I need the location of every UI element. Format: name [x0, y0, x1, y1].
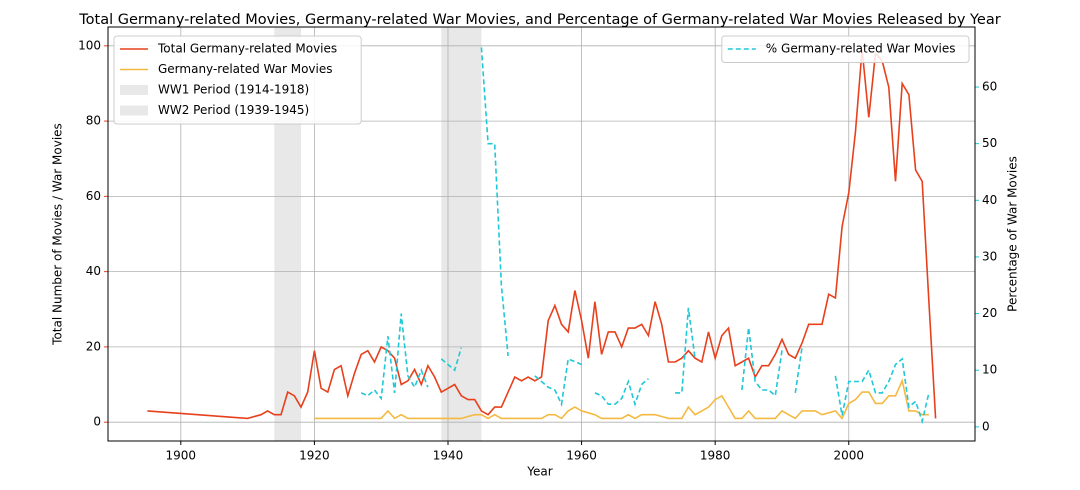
x-tick-label: 2000	[833, 449, 864, 463]
x-tick-label: 1900	[166, 449, 197, 463]
legend-box	[113, 35, 362, 125]
y-tick-label: 80	[86, 114, 101, 128]
legend: Total Germany-related Movies Germany-rela…	[113, 35, 362, 125]
y2-tick-label: 20	[982, 306, 997, 320]
chart-title: Total Germany-related Movies, Germany-re…	[78, 12, 1000, 28]
y2-tick-label: 50	[982, 136, 997, 150]
y-tick-label: 100	[78, 38, 101, 52]
y-tick-label: 20	[86, 339, 101, 353]
y-tick-label: 40	[86, 264, 101, 278]
legend-swatch	[120, 105, 148, 116]
series-line	[147, 49, 937, 420]
legend-label: Total Germany-related Movies	[157, 42, 337, 56]
legend-swatch	[120, 85, 148, 95]
legend-box	[721, 35, 970, 63]
y2-tick-label: 30	[982, 249, 997, 263]
period-span	[441, 27, 482, 441]
x-tick-label: 1960	[566, 449, 597, 463]
y2-tick-label: 0	[982, 419, 990, 433]
y2-tick-label: 60	[982, 80, 997, 94]
series-line	[314, 378, 929, 420]
legend-label: WW1 Period (1914-1918)	[158, 83, 309, 97]
plot-frame	[107, 26, 976, 442]
y2-tick-label: 40	[982, 193, 997, 207]
y-tick-label: 0	[93, 415, 101, 429]
x-tick-label: 1940	[433, 449, 464, 463]
y-tick-label: 60	[86, 189, 101, 203]
x-tick-label: 1920	[299, 449, 330, 463]
legend: % Germany-related War Movies	[721, 35, 970, 63]
series-line	[360, 47, 930, 425]
y2-axis-label: Percentage of War Movies	[1006, 156, 1020, 312]
y-axis-label: Total Number of Movies / War Movies	[51, 123, 65, 346]
x-axis-label: Year	[526, 465, 552, 479]
legend-label: Germany-related War Movies	[158, 62, 333, 76]
y2-tick-label: 10	[982, 363, 997, 377]
legend-label: WW2 Period (1939-1945)	[158, 103, 309, 117]
legend-label: % Germany-related War Movies	[766, 42, 956, 56]
x-tick-label: 1980	[700, 449, 731, 463]
